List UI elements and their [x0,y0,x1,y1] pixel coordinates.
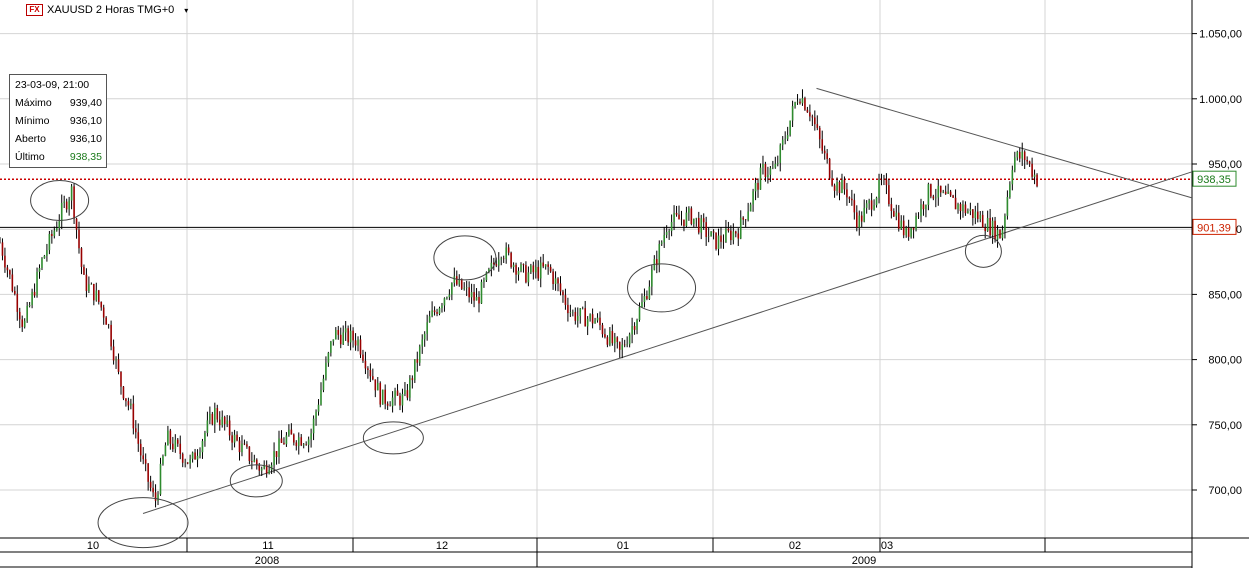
last-price-badge [1192,170,1237,187]
level-badge [1192,218,1237,235]
info-row-max: Máximo 939,40 [15,95,102,111]
y-tick-label: 1.000,00 [1199,94,1242,106]
month-label: 10 [87,540,99,552]
month-label: 01 [617,540,629,552]
y-tick-label: 700,00 [1208,485,1242,497]
info-label: Aberto [15,133,46,145]
chevron-down-icon[interactable]: ▾ [184,5,189,15]
month-label: 12 [436,540,448,552]
annotation-ellipse [97,497,189,549]
annotation-ellipse [433,235,497,281]
annotation-ellipse [229,464,283,498]
level-badge-label: 901,39 [1197,222,1231,234]
fx-icon: FX [26,4,43,16]
info-row-min: Mínimo 936,10 [15,113,102,129]
trendline-resistance [816,87,1193,199]
year-label: 2009 [852,555,876,567]
annotation-ellipse [627,263,697,313]
y-tick-label: 950,00 [1208,159,1242,171]
info-label: Máximo [15,97,52,109]
info-panel: 23-03-09, 21:00 Máximo 939,40 Mínimo 936… [9,74,107,168]
info-row-last: Último 938,35 [15,149,102,165]
annotation-ellipse [30,180,90,222]
month-label: 02 [789,540,801,552]
month-label: 03 [881,540,893,552]
info-value: 938,35 [69,151,102,163]
y-tick-label: 800,00 [1208,355,1242,367]
chart-title-bar: FX XAUUSD 2 Horas TMG+0 ▾ [26,3,188,17]
info-row-open: Aberto 936,10 [15,131,102,147]
y-tick-label: 1.050,00 [1199,29,1242,41]
last-price-badge-label: 938,35 [1197,174,1231,186]
info-datetime-value: 23-03-09, 21:00 [15,79,90,91]
info-label: Último [15,151,45,163]
annotation-ellipse [362,421,424,455]
info-datetime: 23-03-09, 21:00 [15,77,102,93]
year-label: 2008 [255,555,279,567]
symbol-label: XAUUSD 2 Horas TMG+0 [47,4,175,16]
info-value: 936,10 [69,115,102,127]
y-tick-label: 850,00 [1208,289,1242,301]
month-label: 11 [262,540,273,552]
y-tick-label: 750,00 [1208,420,1242,432]
trendline-support [142,171,1193,514]
info-value: 936,10 [69,133,102,145]
annotation-ellipse [964,234,1002,268]
info-value: 939,40 [69,97,102,109]
info-label: Mínimo [15,115,50,127]
